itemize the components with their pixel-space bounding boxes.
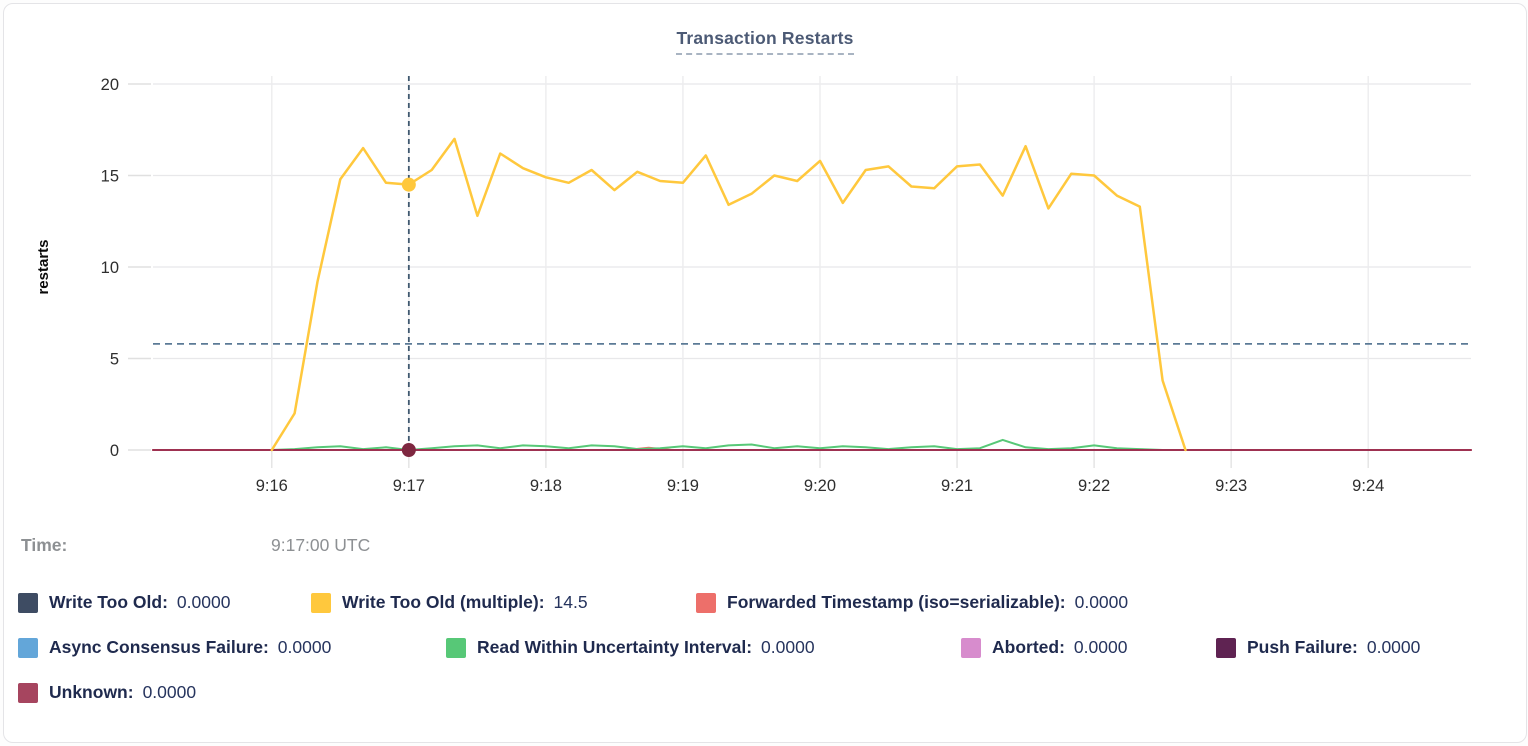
legend-row: Async Consensus Failure: 0.0000 Read Withi… (18, 635, 1516, 660)
chart-title-text: Transaction Restarts (676, 28, 854, 55)
hover-dot-write-too-old-multiple- (401, 177, 416, 192)
x-tick-label: 9:21 (941, 477, 973, 495)
legend-label: Aborted: (992, 637, 1065, 657)
legend-label: Push Failure: (1247, 637, 1358, 657)
series-line-write-too-old-multiple- (270, 137, 1187, 452)
x-tick-label: 9:16 (256, 477, 288, 495)
hover-time-label: Time: (21, 535, 68, 555)
y-tick-label: 20 (101, 76, 119, 94)
legend-row: Unknown: 0.0000 (18, 680, 1516, 705)
legend-swatch (18, 682, 38, 703)
legend-item[interactable]: Read Within Uncertainty Interval: 0.0000 (446, 637, 961, 658)
legend-item[interactable]: Write Too Old: 0.0000 (18, 592, 311, 613)
legend-label: Async Consensus Failure: (49, 637, 269, 657)
legend-value: 0.0000 (142, 682, 197, 702)
y-tick-label: 10 (101, 259, 119, 277)
legend-item[interactable]: Push Failure: 0.0000 (1216, 637, 1420, 658)
x-tick-label: 9:24 (1352, 477, 1384, 495)
legend-item[interactable]: Write Too Old (multiple): 14.5 (311, 592, 696, 613)
legend-item[interactable]: Unknown: 0.0000 (18, 682, 196, 703)
legend-value: 0.0000 (761, 637, 815, 657)
legend-value: 0.0000 (176, 592, 231, 612)
x-tick-label: 9:18 (530, 477, 562, 495)
chart-title[interactable]: Transaction Restarts (4, 28, 1526, 55)
hover-time-value: 9:17:00 UTC (271, 535, 371, 555)
y-tick-label: 0 (110, 442, 119, 460)
legend-swatch (446, 637, 466, 658)
x-tick-label: 9:20 (804, 477, 836, 495)
legend-swatch (311, 592, 331, 613)
legend-label: Write Too Old: (49, 592, 168, 612)
legend-value: 0.0000 (1074, 592, 1129, 612)
legend-swatch (18, 637, 38, 658)
legend-swatch (961, 637, 981, 658)
chart-svg[interactable]: 0 5 10 15 20 9:16 9:17 9:18 9:19 9:20 9:21 9:22 9:23… (3, 3, 1527, 506)
x-tick-label: 9:19 (667, 477, 699, 495)
legend-swatch (696, 592, 716, 613)
legend-label: Write Too Old (multiple): (342, 592, 545, 612)
hover-time-row: Time: 9:17:00 UTC (21, 535, 370, 559)
legend-row: Write Too Old: 0.0000 Write Too Old (multi… (18, 590, 1516, 615)
legend-label: Forwarded Timestamp (iso=serializable): (727, 592, 1066, 612)
metric-chart-card: Transaction Restarts 0 5 10 15 20 9:16 9:17 9:1… (3, 3, 1527, 743)
legend-value: 0.0000 (1366, 637, 1421, 657)
legend-label: Read Within Uncertainty Interval: (477, 637, 753, 657)
legend-value: 0.0000 (277, 637, 332, 657)
x-tick-label: 9:17 (393, 477, 425, 495)
y-tick-label: 5 (110, 351, 119, 369)
chart-legend: Write Too Old: 0.0000 Write Too Old (multi… (18, 590, 1516, 725)
y-tick-label: 15 (101, 168, 119, 186)
hover-dot-unknown (401, 443, 416, 457)
legend-value: 14.5 (553, 592, 588, 612)
legend-swatch (1216, 637, 1236, 658)
legend-item[interactable]: Aborted: 0.0000 (961, 637, 1216, 658)
series-line-read-within-uncertainty-interval (270, 438, 1187, 451)
legend-value: 0.0000 (1073, 637, 1128, 657)
x-tick-label: 9:23 (1215, 477, 1247, 495)
y-axis-label: restarts (35, 239, 52, 294)
legend-swatch (18, 592, 38, 613)
legend-label: Unknown: (49, 682, 134, 702)
legend-item[interactable]: Async Consensus Failure: 0.0000 (18, 637, 446, 658)
x-tick-label: 9:22 (1078, 477, 1110, 495)
legend-item[interactable]: Forwarded Timestamp (iso=serializable): 0… (696, 592, 1128, 613)
